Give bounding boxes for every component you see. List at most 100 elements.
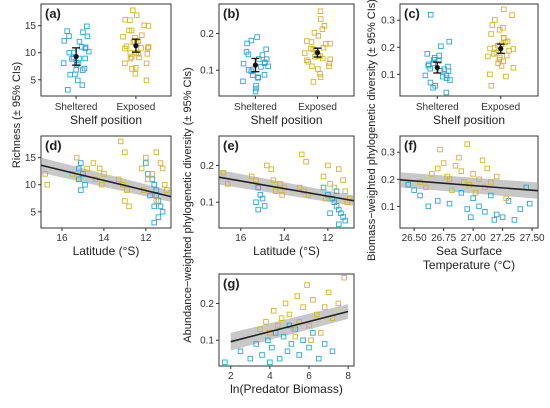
data-point-exposed [90, 160, 97, 166]
x-tick-label: 12 [322, 233, 334, 244]
data-point-sheltered [253, 82, 259, 89]
y-tick-label: 0.1 [381, 70, 395, 81]
data-point-sheltered [222, 359, 228, 366]
data-point-sheltered [61, 38, 67, 44]
data-point-sheltered [240, 78, 246, 85]
data-point-sheltered [269, 344, 275, 351]
data-point-exposed [301, 50, 308, 56]
data-point-exposed [282, 300, 289, 307]
data-point-sheltered [526, 200, 533, 207]
data-point-sheltered [265, 337, 271, 343]
data-point-sheltered [84, 23, 90, 30]
data-point-exposed [122, 149, 128, 155]
data-point-exposed [341, 274, 347, 281]
data-point-sheltered [417, 192, 423, 199]
data-point-exposed [470, 171, 476, 177]
regression-line [218, 176, 355, 202]
data-point-exposed [164, 187, 170, 193]
data-point-sheltered [157, 203, 164, 210]
data-point-exposed [503, 73, 509, 80]
y-tick-label: 0.2 [200, 161, 214, 172]
data-point-sheltered [424, 51, 430, 57]
data-point-exposed [503, 52, 510, 59]
x-tick-label: 26.50 [402, 233, 427, 244]
data-point-sheltered [78, 187, 84, 193]
data-point-exposed [494, 42, 501, 49]
data-point-sheltered [143, 160, 149, 166]
panel-b-frame [218, 3, 355, 97]
data-point-exposed [327, 181, 333, 187]
data-point-sheltered [81, 65, 88, 72]
data-point-sheltered [244, 40, 250, 47]
data-point-exposed [326, 60, 333, 67]
data-point-exposed [340, 177, 346, 183]
x-tick-label: Sheltered [234, 102, 277, 113]
data-point-sheltered [76, 38, 83, 45]
data-point-exposed [122, 60, 128, 67]
data-point-exposed [143, 77, 150, 84]
data-point-sheltered [78, 44, 85, 50]
data-point-sheltered [320, 184, 327, 191]
data-point-exposed [42, 171, 48, 177]
data-point-exposed [279, 192, 285, 198]
data-point-sheltered [247, 355, 254, 362]
data-point-exposed [296, 184, 303, 191]
panel-a-frame [40, 3, 172, 97]
data-point-exposed [491, 51, 497, 57]
data-point-exposed [122, 198, 128, 204]
panel-g-frame [218, 273, 355, 367]
data-point-exposed [487, 45, 493, 52]
data-point-exposed [286, 311, 293, 318]
confidence-band [41, 157, 171, 203]
panel-f: 0.1 0.2 0.3 26.50 26.75 27.00 27.25 27.50 Sea Su… [381, 135, 545, 272]
data-point-sheltered [263, 46, 269, 53]
data-point-sheltered [280, 333, 287, 340]
y-label-biomass: Biomass−weighted phylogenetic diversity … [366, 0, 378, 261]
data-point-sheltered [75, 165, 82, 172]
y-label-richness: Richness (± 95% CIs) [11, 62, 23, 168]
data-point-exposed [310, 297, 316, 303]
data-point-sheltered [253, 85, 259, 92]
data-point-sheltered [438, 43, 444, 49]
data-point-exposed [306, 322, 312, 329]
data-point-sheltered [327, 210, 333, 217]
data-point-exposed [145, 44, 152, 50]
data-point-sheltered [306, 344, 312, 351]
x-tick-label: 12 [140, 233, 152, 244]
data-point-sheltered [259, 195, 266, 202]
data-point-exposed [127, 17, 133, 23]
panel-g: 0.1 0.2 2 4 6 8ln(Predator Biomass) (g) [200, 273, 355, 396]
y-tick-label: 0.2 [381, 43, 395, 54]
data-point-sheltered [427, 11, 434, 18]
data-point-sheltered [422, 72, 429, 79]
data-point-sheltered [427, 79, 434, 86]
data-point-sheltered [491, 217, 498, 223]
y-tick-label: 5 [30, 207, 36, 218]
panel-d-frame [40, 135, 172, 229]
y-tick-label: 5 [30, 75, 36, 86]
y-tick-label: 0.1 [200, 66, 214, 77]
data-point-exposed [327, 56, 333, 63]
data-point-sheltered [82, 181, 88, 188]
data-point-exposed [132, 34, 138, 41]
panel-label: (c) [404, 6, 420, 21]
mean-point [314, 49, 321, 56]
x-tick-label: 2 [228, 371, 234, 382]
y-tick-label: 0.3 [381, 148, 395, 159]
panel-label: (d) [45, 138, 62, 153]
data-point-sheltered [261, 72, 268, 78]
data-point-sheltered [243, 49, 250, 55]
data-point-exposed [321, 304, 328, 310]
data-point-exposed [127, 50, 134, 56]
regression-line [40, 164, 172, 198]
data-point-sheltered [470, 195, 476, 201]
data-point-sheltered [259, 52, 266, 58]
data-point-sheltered [342, 217, 349, 224]
data-point-exposed [308, 39, 315, 45]
data-point-exposed [304, 282, 310, 288]
data-point-sheltered [254, 34, 260, 40]
